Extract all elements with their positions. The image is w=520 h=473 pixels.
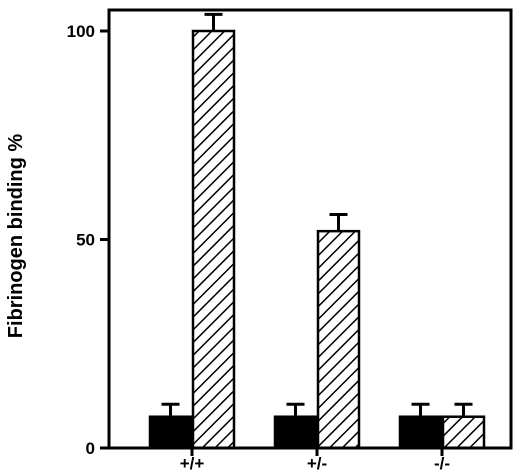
y-axis-title: Fibrinogen binding %	[5, 134, 27, 339]
bar-hatched-2	[441, 415, 486, 450]
plot-frame	[107, 8, 513, 450]
x-tick-label-2: -/-	[434, 454, 450, 473]
error-bars-layer	[161, 12, 473, 417]
y-axis-ticks: 0 50 100	[67, 22, 109, 458]
bar-solid-0	[148, 415, 193, 450]
x-axis-ticks: +/+ +/- -/-	[180, 448, 450, 473]
x-tick-label-1: +/-	[307, 454, 327, 473]
y-tick-label-50: 50	[76, 231, 95, 250]
bars-layer	[148, 29, 486, 450]
y-tick-label-0: 0	[86, 439, 95, 458]
bar-solid-1	[273, 415, 318, 450]
bar-solid-2	[398, 415, 443, 450]
x-tick-label-0: +/+	[180, 454, 205, 473]
y-tick-label-100: 100	[67, 22, 95, 41]
bar-hatched-0	[191, 29, 236, 450]
bar-hatched-1	[316, 229, 361, 450]
